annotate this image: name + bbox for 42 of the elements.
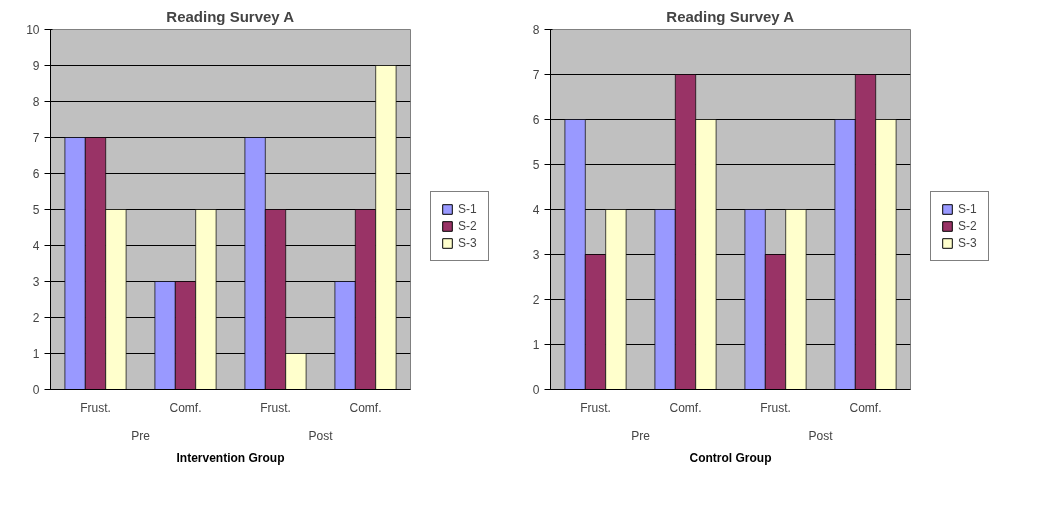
chart-title: Reading Survey A bbox=[666, 7, 795, 25]
y-tick-label: 1 bbox=[32, 347, 40, 361]
x-tick-label: Frust. bbox=[580, 400, 611, 415]
x-tick-label: Frust. bbox=[760, 400, 791, 415]
x-tick-label: Comf. bbox=[169, 400, 202, 415]
chart-title: Reading Survey A bbox=[166, 7, 295, 25]
y-tick-label: 7 bbox=[32, 131, 40, 145]
y-tick-label: 5 bbox=[32, 203, 40, 217]
y-tick-label: 0 bbox=[532, 383, 540, 397]
y-tick-label: 4 bbox=[32, 239, 40, 253]
y-tick-label: 2 bbox=[532, 293, 540, 307]
y-tick-label: 6 bbox=[32, 167, 40, 181]
y-tick-label: 4 bbox=[532, 203, 540, 217]
x-tick-label: Comf. bbox=[349, 400, 382, 415]
y-tick-label: 10 bbox=[26, 23, 40, 37]
y-tick-label: 7 bbox=[532, 68, 540, 82]
legend-label: S-3 bbox=[458, 235, 478, 250]
legend-label: S-1 bbox=[958, 201, 978, 216]
y-tick-label: 6 bbox=[532, 113, 540, 127]
y-tick-label: 8 bbox=[532, 23, 540, 37]
x-tick-label: Frust. bbox=[260, 400, 291, 415]
x-tick-label: Comf. bbox=[669, 400, 702, 415]
y-tick-label: 9 bbox=[32, 59, 40, 73]
y-tick-label: 3 bbox=[32, 275, 40, 289]
y-tick-label: 8 bbox=[32, 95, 40, 109]
text: Post bbox=[808, 428, 834, 443]
x-axis-title: Control Group bbox=[689, 450, 772, 465]
legend-label: S-2 bbox=[958, 218, 978, 233]
y-tick-label: 3 bbox=[532, 248, 540, 262]
x-tick-label: Frust. bbox=[80, 400, 111, 415]
y-tick-label: 0 bbox=[32, 383, 40, 397]
text: Post bbox=[308, 428, 334, 443]
y-tick-label: 1 bbox=[532, 338, 540, 352]
x-axis-title: Intervention Group bbox=[176, 450, 285, 465]
legend-label: S-1 bbox=[458, 201, 478, 216]
x-tick-label: Comf. bbox=[849, 400, 882, 415]
legend-label: S-3 bbox=[958, 235, 978, 250]
text: Pre bbox=[631, 428, 651, 443]
legend-label: S-2 bbox=[458, 218, 478, 233]
y-tick-label: 5 bbox=[532, 158, 540, 172]
y-tick-label: 2 bbox=[32, 311, 40, 325]
text: Pre bbox=[131, 428, 151, 443]
